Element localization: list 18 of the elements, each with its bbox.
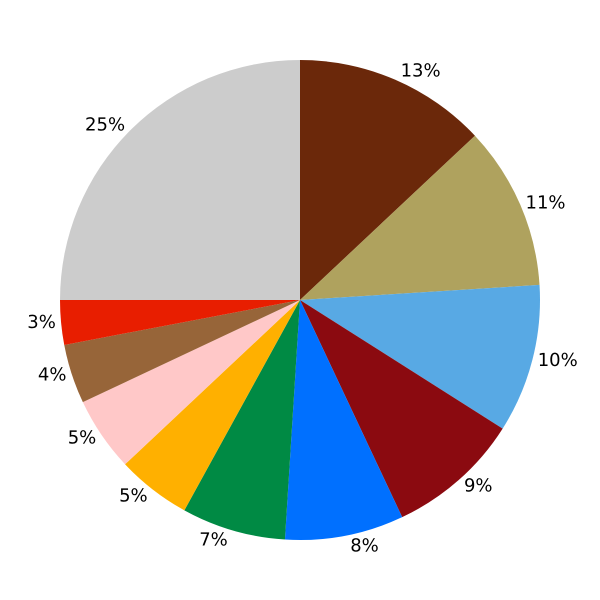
pie-slice [300,300,503,518]
data-label: 8% [350,535,379,556]
data-label: 7% [199,530,228,551]
data-label: 5% [119,486,148,507]
pie-slice [300,60,475,300]
data-label: 13% [400,60,441,82]
data-label: 4% [38,364,66,386]
data-label: 3% [27,312,56,334]
data-label: 9% [464,475,493,496]
pie-slice [64,300,300,402]
data-label: 5% [68,428,96,449]
pie-slice [60,60,300,300]
pie-slice [284,300,402,540]
pie-slice [60,300,300,345]
pie-slice [300,284,540,429]
data-label: 25% [85,114,126,136]
data-label: 10% [538,350,578,371]
data-label: 11% [526,192,566,214]
